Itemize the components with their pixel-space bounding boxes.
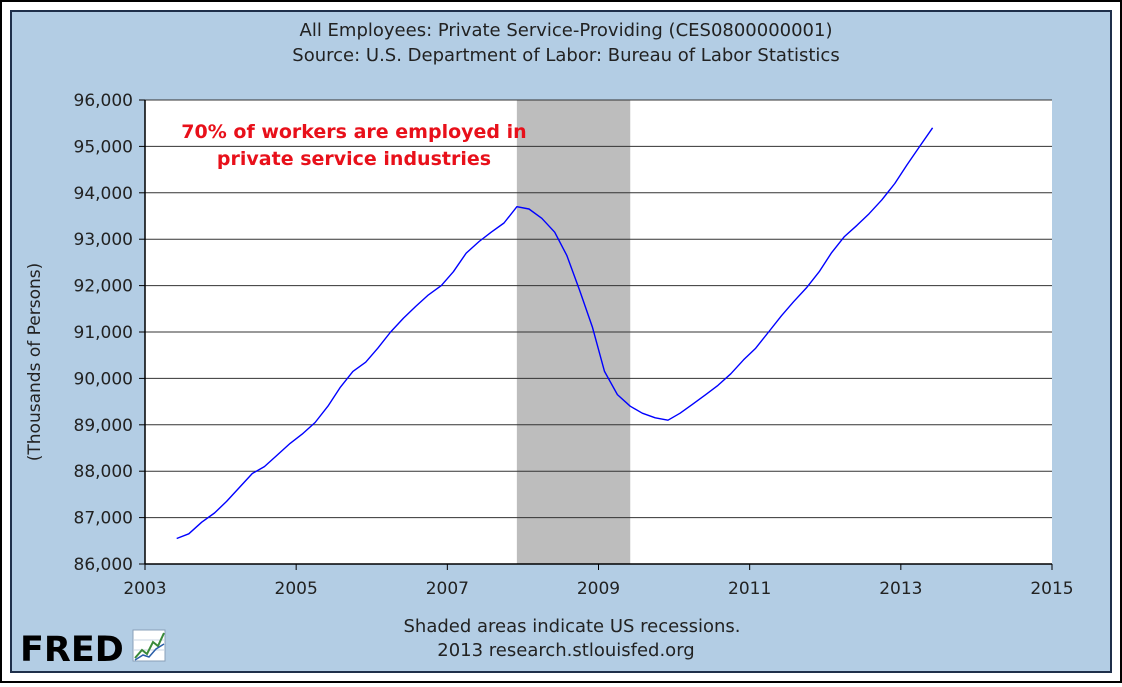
x-tick-label: 2007	[426, 579, 469, 599]
annotation-line-2: private service industries	[217, 148, 491, 170]
y-axis-label: (Thousands of Persons)	[25, 263, 45, 461]
y-tick-labels: 86,000 87,000 88,000 89,000 90,000 91,000 92,0…	[74, 91, 133, 575]
y-tick-label: 86,000	[74, 555, 133, 575]
y-tick-label: 88,000	[74, 462, 133, 482]
y-tick-label: 95,000	[74, 137, 133, 157]
y-tick-label: 96,000	[74, 91, 133, 111]
series-layer	[176, 127, 934, 540]
x-tick-label: 2013	[879, 579, 922, 599]
x-tick-label: 2003	[123, 579, 166, 599]
x-tick-labels: 2003 2005 2007 2009 2011 2013 2015	[123, 564, 1074, 599]
y-tick-label: 91,000	[74, 323, 133, 343]
chart-title: All Employees: Private Service-Providing…	[300, 20, 833, 41]
y-tick-label: 94,000	[74, 184, 133, 204]
y-tick-label: 87,000	[74, 509, 133, 529]
x-tick-label: 2005	[275, 579, 318, 599]
y-tick-label: 93,000	[74, 230, 133, 250]
recession-note: Shaded areas indicate US recessions.	[403, 616, 740, 637]
y-tick-label: 92,000	[74, 277, 133, 297]
chart-subtitle: Source: U.S. Department of Labor: Bureau…	[292, 45, 839, 66]
y-tick-label: 89,000	[74, 416, 133, 436]
series-line-0	[176, 127, 934, 540]
fred-logo-chart-icon	[132, 629, 166, 662]
x-tick-label: 2009	[577, 579, 620, 599]
x-tick-label: 2011	[728, 579, 771, 599]
annotation-line-1: 70% of workers are employed in	[181, 121, 526, 143]
credit-text: 2013 research.stlouisfed.org	[437, 640, 694, 661]
y-tick-label: 90,000	[74, 369, 133, 389]
x-tick-label: 2015	[1030, 579, 1073, 599]
fred-logo[interactable]: FRED	[20, 629, 166, 670]
fred-logo-text: FRED	[20, 630, 124, 670]
